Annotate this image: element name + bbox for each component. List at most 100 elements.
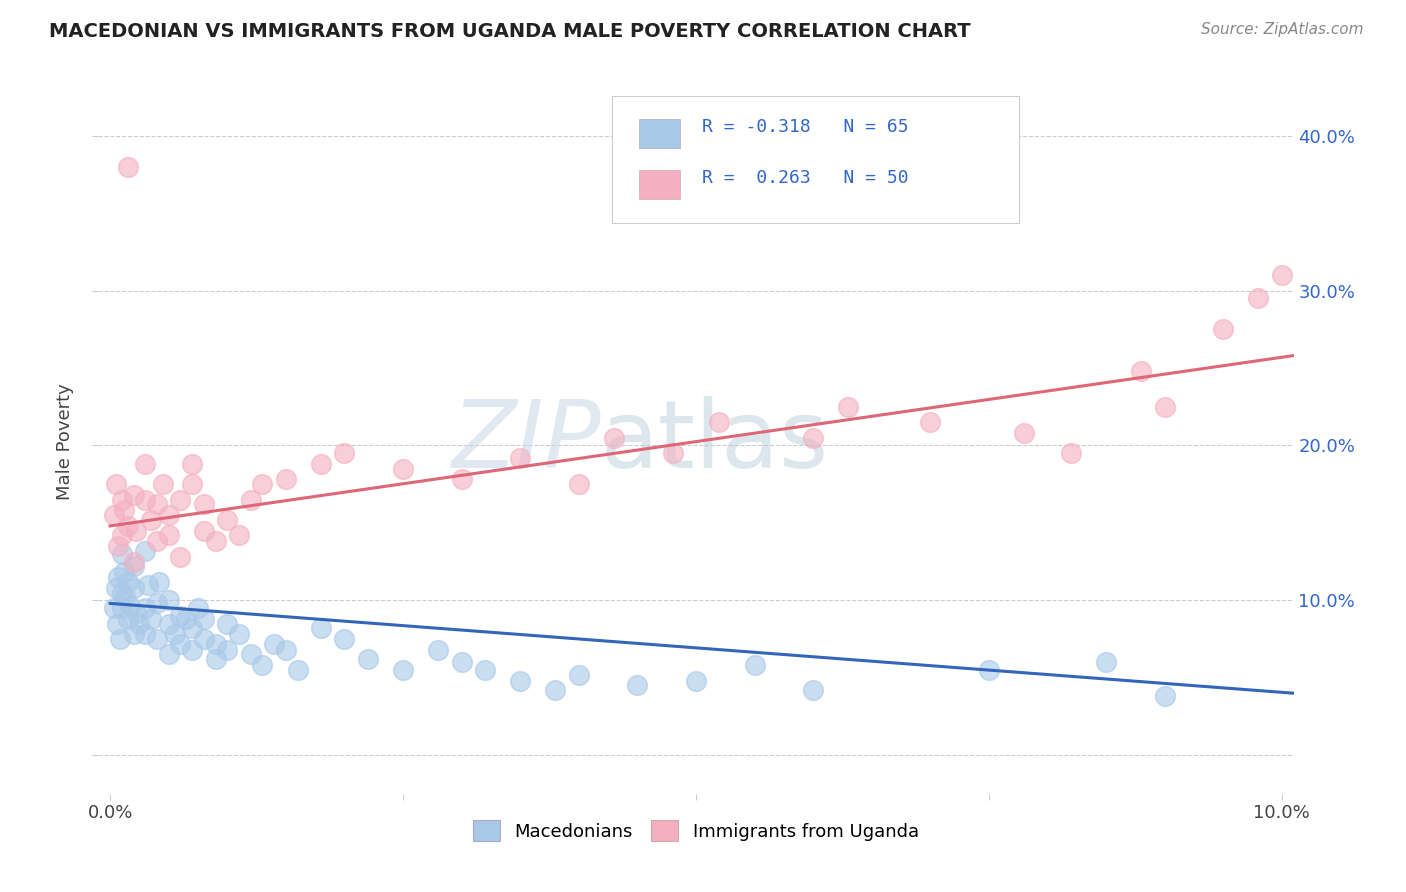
Point: [157, 616, 180, 631]
FancyBboxPatch shape: [613, 96, 1019, 223]
Point: [309, 621, 332, 635]
Point: [801, 683, 824, 698]
Point: [111, 601, 134, 615]
Point: [204, 534, 226, 549]
Point: [228, 528, 250, 542]
Point: [392, 663, 415, 677]
Point: [125, 606, 148, 620]
Point: [146, 632, 169, 646]
Point: [187, 601, 209, 615]
Point: [193, 524, 215, 538]
Point: [509, 450, 531, 465]
Point: [111, 528, 134, 542]
Point: [977, 663, 1000, 677]
Point: [204, 652, 226, 666]
Point: [239, 648, 262, 662]
Point: [134, 601, 156, 615]
Point: [146, 497, 169, 511]
Point: [509, 673, 531, 688]
Point: [193, 632, 215, 646]
Point: [141, 612, 163, 626]
Point: [169, 608, 191, 623]
Point: [111, 492, 134, 507]
Point: [181, 621, 204, 635]
Point: [105, 616, 128, 631]
Point: [141, 513, 163, 527]
Point: [117, 612, 139, 626]
Point: [111, 585, 134, 599]
Point: [217, 643, 239, 657]
Point: [274, 473, 297, 487]
FancyBboxPatch shape: [638, 169, 681, 199]
Text: R =  0.263   N = 50: R = 0.263 N = 50: [702, 169, 908, 187]
Point: [108, 632, 131, 646]
Point: [392, 461, 415, 475]
Point: [263, 637, 285, 651]
Point: [107, 570, 129, 584]
Point: [801, 431, 824, 445]
Point: [685, 673, 707, 688]
Point: [217, 513, 239, 527]
Text: ZIP: ZIP: [451, 396, 600, 487]
Point: [134, 627, 156, 641]
Text: atlas: atlas: [600, 395, 828, 488]
Point: [193, 497, 215, 511]
Point: [122, 559, 145, 574]
Point: [217, 616, 239, 631]
Point: [169, 549, 191, 564]
FancyBboxPatch shape: [638, 119, 681, 148]
Point: [333, 446, 356, 460]
Point: [626, 678, 648, 692]
Point: [181, 457, 204, 471]
Point: [114, 590, 136, 604]
Point: [252, 658, 274, 673]
Point: [157, 508, 180, 522]
Point: [112, 503, 135, 517]
Point: [169, 637, 191, 651]
Point: [603, 431, 626, 445]
Point: [157, 648, 180, 662]
Point: [1060, 446, 1083, 460]
Point: [111, 547, 134, 561]
Text: R = -0.318   N = 65: R = -0.318 N = 65: [702, 119, 908, 136]
Point: [163, 627, 186, 641]
Point: [239, 492, 262, 507]
Point: [148, 574, 170, 589]
Point: [1212, 322, 1234, 336]
Point: [117, 519, 139, 533]
Point: [152, 477, 174, 491]
Point: [544, 683, 567, 698]
Point: [181, 643, 204, 657]
Point: [105, 477, 128, 491]
Point: [128, 616, 150, 631]
Point: [474, 663, 496, 677]
Point: [204, 637, 226, 651]
Point: [568, 667, 591, 681]
Point: [274, 643, 297, 657]
Point: [193, 612, 215, 626]
Point: [287, 663, 309, 677]
Point: [174, 612, 197, 626]
Point: [120, 599, 141, 614]
Point: [107, 539, 129, 553]
Point: [181, 477, 204, 491]
Point: [1012, 425, 1035, 440]
Point: [136, 578, 159, 592]
Point: [157, 593, 180, 607]
Point: [1130, 364, 1153, 378]
Point: [450, 655, 472, 669]
Point: [146, 596, 169, 610]
Point: [709, 415, 731, 429]
Point: [103, 508, 125, 522]
Point: [122, 581, 145, 595]
Point: [228, 627, 250, 641]
Point: [134, 492, 156, 507]
Y-axis label: Male Poverty: Male Poverty: [56, 384, 75, 500]
Point: [837, 400, 859, 414]
Point: [252, 477, 274, 491]
Point: [169, 492, 191, 507]
Point: [1095, 655, 1118, 669]
Text: Source: ZipAtlas.com: Source: ZipAtlas.com: [1201, 22, 1364, 37]
Point: [157, 528, 180, 542]
Point: [1153, 400, 1175, 414]
